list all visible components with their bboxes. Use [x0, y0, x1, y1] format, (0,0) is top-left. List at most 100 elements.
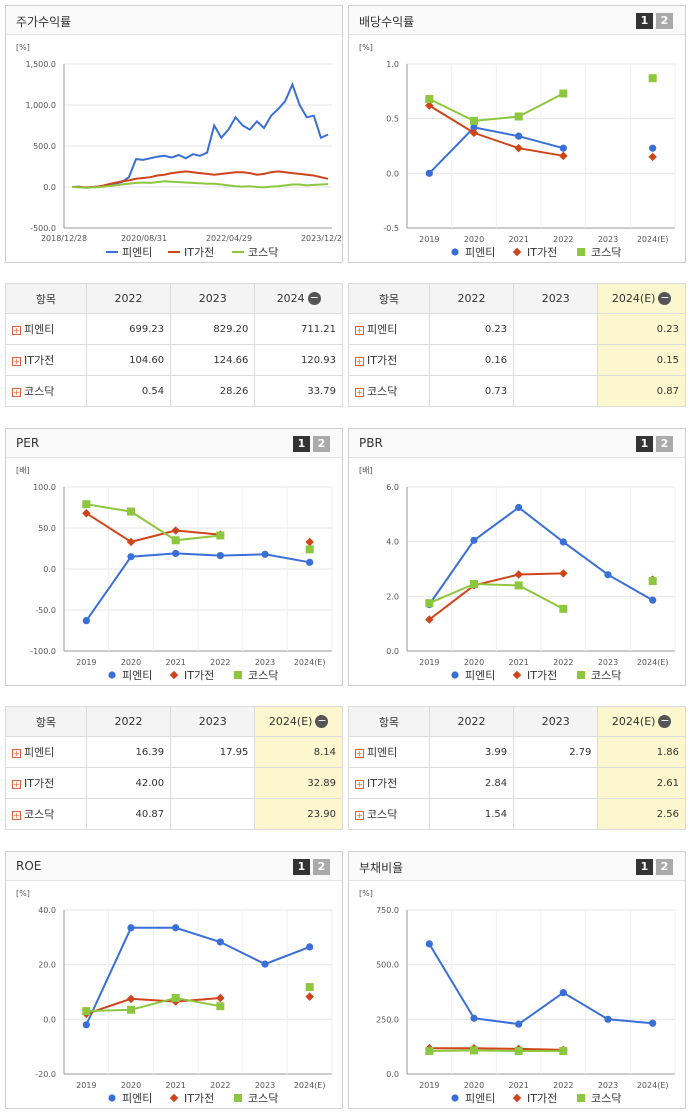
x-tick-label: 2019 [419, 1081, 439, 1090]
x-tick-label: 2021 [165, 1081, 185, 1090]
value-cell [513, 798, 599, 830]
tab-1-button[interactable]: 1 [636, 859, 653, 875]
y-tick-label: -20.0 [35, 1070, 56, 1079]
expand-icon[interactable]: + [355, 810, 364, 820]
row-label-cell: + IT가전 [5, 344, 87, 376]
table-row: + 피엔티 699.23 829.20 711.21 [5, 313, 343, 345]
data-point [216, 551, 224, 560]
legend-label: 코스닥 [591, 669, 621, 682]
value-cell: 711.21 [254, 313, 343, 345]
tab-1-button[interactable]: 1 [293, 859, 310, 875]
header-label: 2023 [541, 715, 570, 728]
x-tick-label: 2020/08/31 [121, 234, 167, 243]
data-point [127, 553, 135, 561]
legend-label: 코스닥 [248, 669, 278, 682]
row-label: 코스닥 [24, 385, 55, 398]
expand-icon[interactable]: + [355, 748, 364, 758]
tab-1-button[interactable]: 1 [293, 436, 310, 452]
x-tick-label: 2022 [210, 1081, 230, 1090]
data-point [470, 536, 478, 544]
data-point [306, 558, 314, 566]
x-tick-label: 2020 [464, 1081, 484, 1090]
tab-2-button[interactable]: 2 [656, 13, 673, 29]
chart-roe: [%] 40.0 20.0 0.0 -20.0 2019 2020 2021 2022 2023 2… [16, 889, 333, 1105]
data-point [425, 94, 434, 103]
axis-unit: [%] [359, 889, 373, 898]
series-line [85, 512, 221, 543]
row-label-cell: + 피엔티 [348, 736, 430, 768]
tab-2-button[interactable]: 2 [656, 436, 673, 452]
value-cell [513, 375, 599, 407]
value-cell: 42.00 [85, 767, 172, 799]
value-cell [513, 313, 599, 345]
expand-icon[interactable]: + [12, 325, 21, 335]
value-cell: 0.73 [428, 375, 515, 407]
data-point [649, 144, 657, 152]
expand-icon[interactable]: + [12, 810, 21, 820]
data-point [559, 144, 567, 152]
value-cell: 23.90 [254, 798, 343, 830]
data-point [648, 152, 657, 162]
tab-2-button[interactable]: 2 [313, 436, 330, 452]
legend-marker [108, 671, 116, 679]
x-tick-label: 2023 [598, 658, 618, 667]
header-label: 항목 [35, 715, 57, 729]
data-point [649, 1019, 657, 1027]
x-tick-label: 2021 [165, 658, 185, 667]
legend-label: IT가전 [184, 1092, 214, 1105]
table-header-cell: 2023 [513, 706, 599, 737]
collapse-icon[interactable]: − [307, 291, 321, 306]
legend-marker [169, 670, 179, 680]
row-label: 피엔티 [24, 746, 55, 759]
table-header-cell: 2023 [513, 283, 599, 314]
data-point [469, 128, 479, 138]
table-header-cell: 항목 [5, 706, 87, 737]
tab-2-button[interactable]: 2 [656, 859, 673, 875]
series-line [429, 1049, 564, 1052]
tab-2-button[interactable]: 2 [313, 859, 330, 875]
x-tick-label: 2023 [255, 658, 275, 667]
expand-icon[interactable]: + [355, 325, 364, 335]
x-tick-label: 2019 [419, 235, 439, 244]
data-point [82, 617, 90, 625]
data-point [216, 993, 225, 1003]
x-tick-label: 2020 [121, 658, 141, 667]
table-header-cell: 2024− [254, 283, 343, 314]
data-point [171, 526, 180, 535]
tab-1-button[interactable]: 1 [636, 13, 653, 29]
data-point [604, 1015, 612, 1023]
expand-icon[interactable]: + [355, 387, 364, 397]
data-point [216, 1002, 225, 1011]
x-tick-label: 2020 [121, 1081, 141, 1090]
expand-icon[interactable]: + [12, 387, 21, 397]
collapse-icon[interactable]: − [658, 714, 672, 729]
tab-1-button[interactable]: 1 [636, 436, 653, 452]
legend-marker [512, 1093, 522, 1103]
table-header-row: 항목 2022 2023 2024(E) − [348, 706, 686, 737]
legend-marker [451, 248, 459, 256]
x-tick-label: 2021 [508, 658, 528, 667]
table-row: + IT가전 104.60 124.66 120.93 [5, 344, 343, 376]
expand-icon[interactable]: + [12, 748, 21, 758]
data-point [559, 604, 568, 613]
expand-icon[interactable]: + [12, 356, 21, 366]
legend-label: 코스닥 [248, 246, 278, 259]
expand-icon[interactable]: + [355, 779, 364, 789]
series-line [71, 180, 329, 189]
table-row: + 코스닥 0.54 28.26 33.79 [5, 375, 343, 407]
row-label: 코스닥 [367, 808, 398, 821]
collapse-icon[interactable]: − [315, 714, 329, 729]
collapse-icon[interactable]: − [658, 291, 672, 306]
data-point [171, 536, 180, 545]
value-cell: 0.23 [597, 313, 686, 345]
data-point [171, 994, 180, 1003]
table-header-cell: 항목 [5, 283, 87, 314]
expand-icon[interactable]: + [355, 356, 364, 366]
chart-pbr: [배] 6.0 4.0 2.0 0.0 2019 2020 2021 2022 2023 2024(… [359, 466, 676, 682]
row-label-cell: + 코스닥 [348, 798, 430, 830]
expand-icon[interactable]: + [12, 779, 21, 789]
panel-title: 주가수익률 [16, 15, 72, 29]
